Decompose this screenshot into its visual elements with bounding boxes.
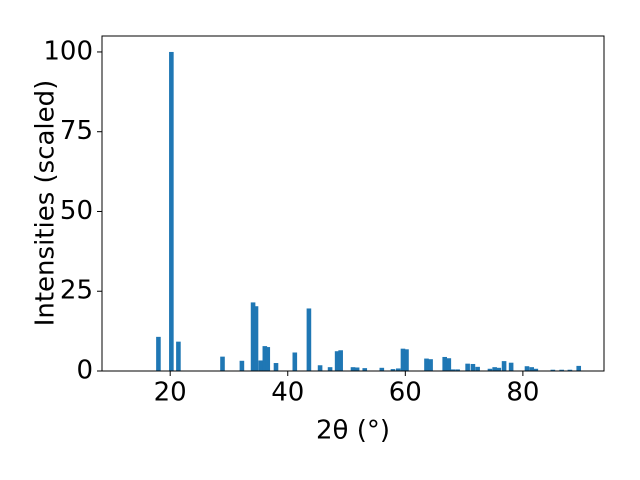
x-tick-label: 60 <box>389 378 422 408</box>
bar <box>327 367 333 371</box>
bar <box>265 347 271 371</box>
bar <box>424 358 429 371</box>
x-tick-label: 40 <box>271 378 304 408</box>
bar <box>334 351 340 371</box>
bar <box>262 346 268 371</box>
y-tick-label: 25 <box>60 276 93 306</box>
x-axis-label: 2θ (°) <box>316 416 390 446</box>
bar <box>428 359 433 371</box>
bar <box>470 363 476 371</box>
y-tick-label: 50 <box>60 196 93 226</box>
bar <box>317 365 323 371</box>
bar <box>442 356 448 371</box>
bar <box>567 369 573 371</box>
bar <box>292 352 298 371</box>
x-tick-label: 80 <box>506 378 539 408</box>
bar <box>253 306 259 371</box>
bar <box>475 366 480 371</box>
bar <box>492 367 497 371</box>
bar <box>446 358 452 371</box>
bar <box>550 369 556 371</box>
bar <box>487 368 493 371</box>
bar <box>576 365 582 371</box>
bar <box>450 369 456 371</box>
bar <box>169 51 174 371</box>
bar <box>395 368 401 371</box>
bar <box>156 336 161 371</box>
bar <box>529 367 534 371</box>
bar <box>176 341 181 371</box>
bar <box>306 308 312 371</box>
y-tick-label: 75 <box>60 116 93 146</box>
x-tick-label: 20 <box>154 378 187 408</box>
bar <box>258 360 264 371</box>
plot-frame <box>101 35 605 372</box>
bar <box>250 302 256 371</box>
y-tick-label: 100 <box>43 36 93 66</box>
bar <box>379 367 385 371</box>
bar <box>273 363 279 371</box>
bar <box>496 367 502 371</box>
y-tick-label: 0 <box>76 356 93 386</box>
bar <box>354 367 360 371</box>
bar <box>465 363 470 371</box>
bar <box>501 361 507 371</box>
bar <box>559 369 564 371</box>
bar <box>350 367 356 371</box>
bar <box>390 369 396 371</box>
bar <box>362 368 368 371</box>
bar <box>338 350 343 371</box>
bar <box>239 360 245 371</box>
bar <box>508 362 514 371</box>
bar <box>220 356 225 371</box>
y-axis-label: Intensities (scaled) <box>31 80 61 327</box>
bar <box>524 366 530 371</box>
bar <box>400 348 406 371</box>
bar <box>455 369 460 371</box>
bar <box>404 349 409 371</box>
bar <box>533 368 539 371</box>
